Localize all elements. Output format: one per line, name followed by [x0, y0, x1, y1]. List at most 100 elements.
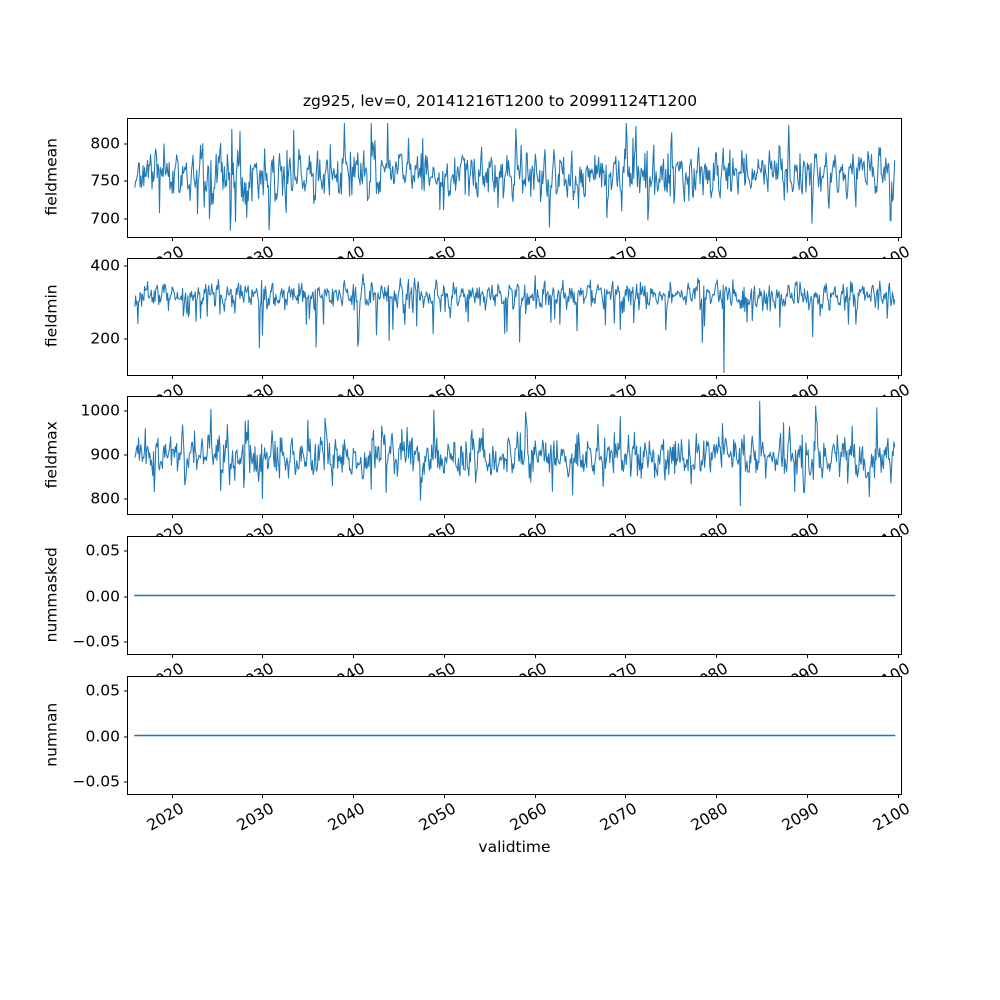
y-tick-label-fieldmax: 800: [90, 489, 120, 508]
y-tick-mark-numnan: [123, 781, 128, 783]
x-tick-mark: [353, 375, 355, 380]
y-tick-mark-nummasked: [123, 595, 128, 598]
y-tick-mark-fieldmean: [123, 218, 128, 220]
x-tick-mark: [625, 375, 627, 380]
x-tick-mark: [353, 654, 355, 659]
plot-area-fieldmax: [128, 397, 901, 514]
x-tick-label: 2080: [687, 799, 732, 835]
x-tick-label: 2050: [415, 799, 459, 835]
x-tick-mark: [806, 237, 808, 242]
y-tick-label-fieldmean: 800: [90, 134, 120, 152]
x-tick-mark: [716, 514, 718, 519]
subplot-nummasked: −0.050.000.05nummasked202020302040205020…: [42, 536, 913, 695]
y-tick-label-fieldmean: 750: [90, 171, 120, 190]
y-tick-mark-fieldmax: [123, 454, 128, 456]
x-tick-mark: [716, 375, 718, 380]
y-tick-mark-fieldmax: [123, 498, 128, 500]
x-tick-mark: [625, 514, 627, 519]
x-tick-mark: [443, 514, 445, 519]
x-tick-mark: [262, 654, 264, 659]
x-tick-mark: [534, 375, 536, 380]
y-tick-label-nummasked: 0.05: [85, 541, 120, 560]
x-tick-mark: [534, 237, 536, 242]
x-tick-mark: [897, 654, 899, 659]
y-tick-label-numnan: 0.00: [85, 726, 120, 745]
x-tick-mark: [353, 237, 355, 242]
x-tick-mark: [806, 514, 808, 519]
subplot-fieldmin: 200400fieldmin20202030204020502060207020…: [42, 257, 912, 415]
x-tick-mark: [171, 375, 173, 380]
x-tick-label: 2020: [143, 799, 187, 835]
x-tick-label: 2030: [234, 799, 278, 835]
x-tick-mark: [171, 794, 173, 799]
x-tick-mark: [897, 237, 899, 242]
y-tick-label-fieldmin: 400: [90, 255, 120, 274]
x-tick-mark: [443, 237, 445, 242]
y-tick-label-fieldmax: 1000: [80, 401, 120, 420]
x-tick-mark: [806, 375, 808, 380]
x-tick-mark: [625, 237, 627, 242]
x-tick-mark: [171, 514, 173, 519]
subplot-fieldmax: 8009001000fieldmax2020203020402050206020…: [42, 396, 913, 555]
y-tick-label-nummasked: −0.05: [72, 631, 121, 650]
series-fieldmin: [128, 259, 901, 375]
x-tick-mark: [262, 375, 264, 380]
x-tick-mark: [171, 654, 173, 659]
y-tick-label-numnan: 0.05: [85, 681, 120, 700]
x-tick-mark: [897, 794, 899, 799]
x-tick-label: 2070: [597, 799, 641, 835]
x-tick-mark: [806, 794, 808, 799]
x-tick-mark: [897, 375, 899, 380]
x-tick-mark: [716, 654, 718, 659]
x-tick-mark: [262, 237, 264, 242]
x-tick-mark: [534, 654, 536, 659]
x-tick-mark: [353, 794, 355, 799]
y-axis-label-numnan: numnan: [42, 702, 61, 767]
x-tick-mark: [353, 514, 355, 519]
y-tick-mark-fieldmin: [123, 338, 128, 340]
y-tick-label-fieldmax: 900: [90, 445, 120, 464]
y-tick-mark-fieldmean: [123, 180, 128, 182]
x-tick-mark: [716, 237, 718, 242]
x-tick-mark: [262, 514, 264, 519]
x-tick-label: 2090: [778, 799, 822, 835]
y-tick-mark-fieldmax: [123, 410, 128, 412]
y-tick-mark-fieldmin: [123, 265, 128, 267]
x-tick-mark: [897, 514, 899, 519]
plot-area-fieldmean: [128, 119, 901, 237]
x-axis-label: validtime: [478, 838, 551, 856]
x-tick-mark: [443, 654, 445, 659]
subplot-fieldmean: 700750800fieldmean2020203020402050206020…: [42, 118, 913, 278]
plot-area-nummasked: [128, 537, 901, 654]
y-tick-mark-nummasked: [123, 641, 128, 643]
y-tick-mark-numnan: [123, 690, 128, 692]
figure-title: zg925, lev=0, 20141216T1200 to 20991124T…: [302, 92, 698, 110]
x-tick-label: 2040: [324, 799, 369, 835]
y-tick-mark-nummasked: [123, 550, 128, 552]
plot-area-numnan: [128, 677, 901, 794]
x-tick-label: 2100: [869, 799, 913, 835]
x-tick-mark: [625, 654, 627, 659]
y-tick-mark-numnan: [123, 735, 128, 738]
series-fieldmean: [128, 119, 901, 237]
series-fieldmax: [128, 397, 901, 514]
x-tick-mark: [716, 794, 718, 799]
y-tick-label-fieldmean: 700: [90, 209, 120, 227]
series-nummasked: [128, 537, 901, 654]
plot-area-fieldmin: [128, 259, 901, 375]
y-tick-mark-fieldmean: [123, 143, 128, 145]
series-numnan: [128, 677, 901, 794]
y-tick-label-nummasked: 0.00: [85, 586, 120, 605]
x-tick-label: 2060: [506, 799, 550, 835]
y-tick-label-numnan: −0.05: [72, 771, 121, 790]
y-tick-label-fieldmin: 200: [90, 329, 120, 348]
x-tick-mark: [262, 794, 264, 799]
x-tick-mark: [443, 375, 445, 380]
x-tick-mark: [443, 794, 445, 799]
subplot-numnan: −0.05 0.00 0.05 numnan 2020 2030 2040 2050 2060 2…: [42, 676, 913, 835]
x-tick-mark: [806, 654, 808, 659]
x-tick-mark: [534, 794, 536, 799]
x-tick-mark: [625, 794, 627, 799]
x-tick-mark: [171, 237, 173, 242]
